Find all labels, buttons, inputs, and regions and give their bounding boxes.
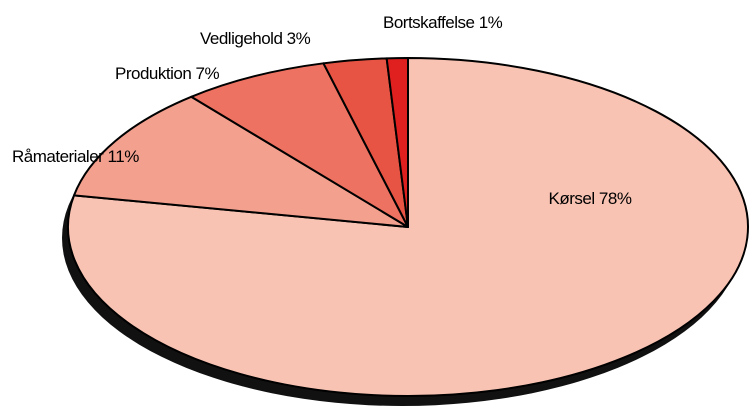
slice-label: Produktion 7% [115, 64, 219, 83]
slice-label: Vedligehold 3% [200, 29, 311, 48]
slice-label-name: Vedligehold [200, 29, 282, 48]
slice-label-name: Råmaterialer [12, 147, 104, 166]
slice-label-value: 1% [479, 13, 503, 32]
slice-label: Bortskaffelse 1% [383, 13, 503, 32]
pie-slice [73, 95, 409, 228]
slice-label-value: 78% [599, 189, 632, 208]
slice-label-name: Kørsel [549, 189, 595, 208]
slice-label-value: 11% [108, 147, 140, 166]
slice-label-value: 3% [287, 29, 311, 48]
slice-label-value: 7% [196, 64, 220, 83]
pie-slice [190, 62, 409, 228]
slice-label-name: Produktion [115, 64, 191, 83]
slice-label: Råmaterialer 11% [12, 147, 139, 166]
pie-slice [385, 57, 409, 228]
slice-label: Kørsel 78% [549, 189, 632, 208]
slice-label-name: Bortskaffelse [383, 13, 475, 32]
